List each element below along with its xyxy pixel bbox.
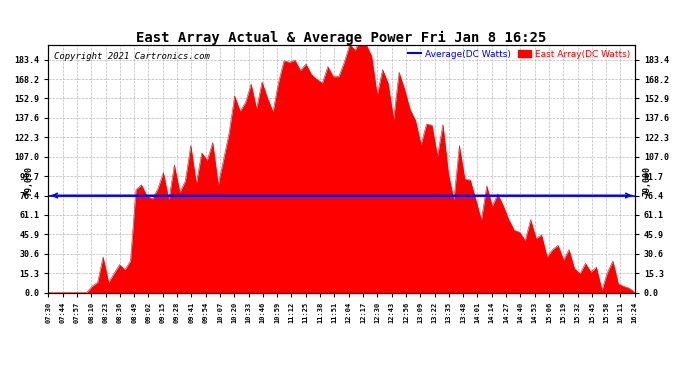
- Text: Copyright 2021 Cartronics.com: Copyright 2021 Cartronics.com: [55, 53, 210, 62]
- Legend: Average(DC Watts), East Array(DC Watts): Average(DC Watts), East Array(DC Watts): [408, 50, 630, 58]
- Title: East Array Actual & Average Power Fri Jan 8 16:25: East Array Actual & Average Power Fri Ja…: [137, 31, 546, 45]
- Text: 79,090: 79,090: [25, 165, 34, 195]
- Text: 79,090: 79,090: [642, 165, 651, 195]
